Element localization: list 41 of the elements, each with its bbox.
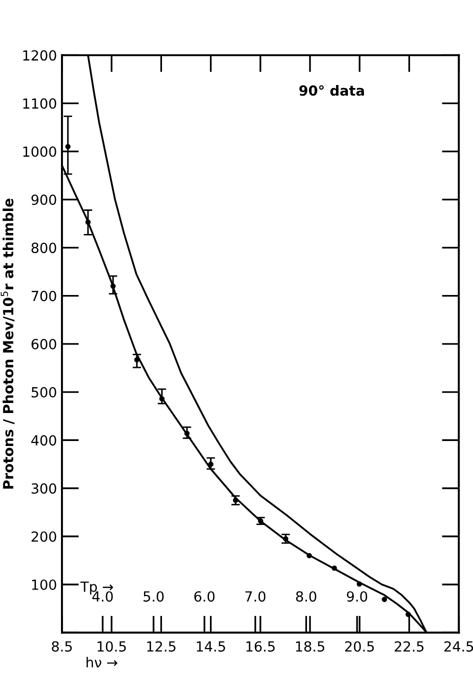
x2-tick-label: 8.0 (296, 591, 316, 602)
x2-tick-label: 6.0 (194, 591, 215, 602)
x-tick-label: 20.5 (345, 641, 374, 652)
y-tick-label: 600 (32, 338, 56, 350)
y-tick-label: 1000 (23, 146, 56, 157)
x-axis-title: hν → (86, 656, 118, 668)
point (208, 462, 214, 467)
x-tick-label: 18.5 (296, 641, 324, 652)
point (65, 144, 71, 150)
point (110, 284, 116, 289)
x-tick-label: 14.5 (196, 641, 226, 652)
y-axis-title: Protons / Photon Mev/10$^{5}$r at thimble (0, 198, 15, 489)
y-tick-label: 1100 (23, 98, 56, 109)
x2-tick-label: 5.0 (144, 591, 164, 602)
x-tick-label: 16.5 (246, 641, 275, 652)
x-tick-label: 8.5 (52, 641, 72, 652)
point (382, 596, 388, 602)
y-tick-label: 500 (32, 386, 56, 398)
y-tick-label: 900 (31, 194, 56, 206)
y-tick-label: 400 (31, 435, 56, 446)
x2-tick-label: 9.0 (346, 591, 368, 602)
x-tick-label: 10.5 (98, 641, 126, 652)
point (306, 552, 312, 558)
point (159, 396, 165, 402)
y-tick-label: 200 (32, 531, 56, 542)
annotation: 90° data (299, 85, 364, 96)
y-tick-label: 1200 (23, 50, 56, 61)
point (406, 612, 411, 617)
y-tick-label: 700 (32, 290, 56, 302)
point (332, 565, 337, 571)
y-tick-label: 300 (32, 483, 56, 494)
point (134, 357, 140, 362)
x-tick-label: 22.5 (394, 641, 424, 652)
point (184, 430, 190, 436)
point (85, 220, 91, 225)
x-tick-label: 24.5 (444, 641, 473, 652)
x2-tick-label: 7.0 (245, 591, 266, 602)
x-tick-label: 12.5 (147, 641, 176, 652)
y-tick-label: 100 (32, 579, 56, 590)
y-tick-label: 800 (32, 242, 56, 254)
point (356, 581, 362, 587)
